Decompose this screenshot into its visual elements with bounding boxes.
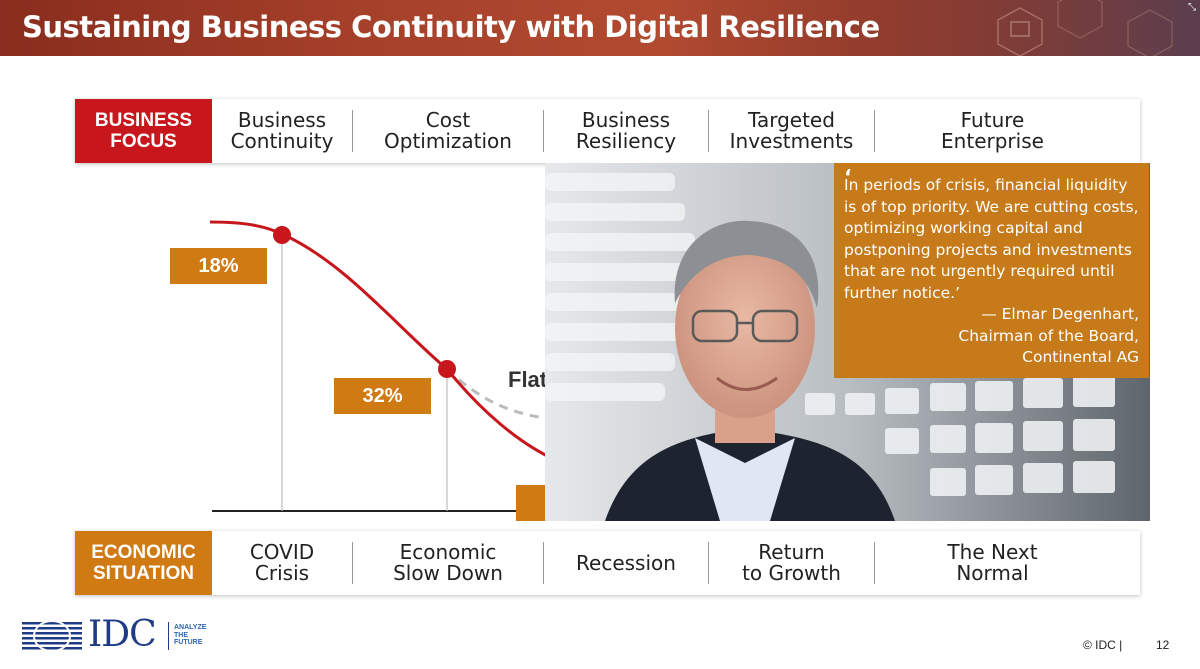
situation-item-economic-slow-down: Economic Slow Down [393, 540, 503, 585]
decline-curve [209, 220, 561, 464]
divider [874, 542, 875, 584]
focus-item-targeted-investments: Targeted Investments [729, 108, 854, 153]
quote-callout: ‘ In periods of crisis, financial liquid… [834, 163, 1149, 378]
focus-item-business-continuity: Business Continuity [230, 108, 334, 153]
economic-situation-label: ECONOMIC SITUATION [75, 531, 212, 595]
idc-logo-text: IDC [88, 614, 157, 655]
percent-label-32: 32% [334, 378, 431, 414]
slide-title: Sustaining Business Continuity with Digi… [22, 10, 880, 44]
quote-attribution: — Elmar Degenhart, Chairman of the Board… [958, 305, 1139, 366]
situation-item-return-to-growth: Return to Growth [742, 540, 841, 585]
divider [708, 110, 709, 152]
divider [352, 542, 353, 584]
curve-point-1 [273, 226, 291, 244]
economic-situation-band: ECONOMIC SITUATION COVID Crisis Economic… [75, 531, 1140, 595]
page-number: 12 [1156, 638, 1170, 652]
divider [874, 110, 875, 152]
focus-item-cost-optimization: Cost Optimization [384, 108, 512, 153]
banner-texture [780, 0, 1200, 56]
situation-item-next-normal: The Next Normal [947, 540, 1038, 585]
business-focus-label: BUSINESS FOCUS [75, 99, 212, 163]
copyright-text: © IDC | [1083, 638, 1123, 652]
focus-item-business-resiliency: Business Resiliency [575, 108, 677, 153]
title-banner: Sustaining Business Continuity with Digi… [0, 0, 1200, 56]
quote-text: In periods of crisis, financial liquidit… [844, 176, 1139, 302]
flat-curve-label: Flat [508, 367, 548, 392]
percent-label-18: 18% [170, 248, 267, 284]
situation-item-covid-crisis: COVID Crisis [249, 540, 315, 585]
divider [543, 110, 544, 152]
business-focus-band: BUSINESS FOCUS Business Continuity Cost … [75, 99, 1140, 163]
expand-icon[interactable]: ⤡ [1188, 2, 1196, 13]
situation-item-recession: Recession [576, 550, 676, 575]
divider [708, 542, 709, 584]
logo-tagline: ANALYZE THE FUTURE [174, 624, 207, 646]
divider [352, 110, 353, 152]
divider [543, 542, 544, 584]
focus-item-future-enterprise: Future Enterprise [941, 108, 1044, 153]
quote-mark-icon: ‘ [844, 165, 852, 189]
logo-divider [168, 622, 169, 650]
curve-point-2 [438, 360, 456, 378]
idc-globe-icon [22, 620, 82, 652]
